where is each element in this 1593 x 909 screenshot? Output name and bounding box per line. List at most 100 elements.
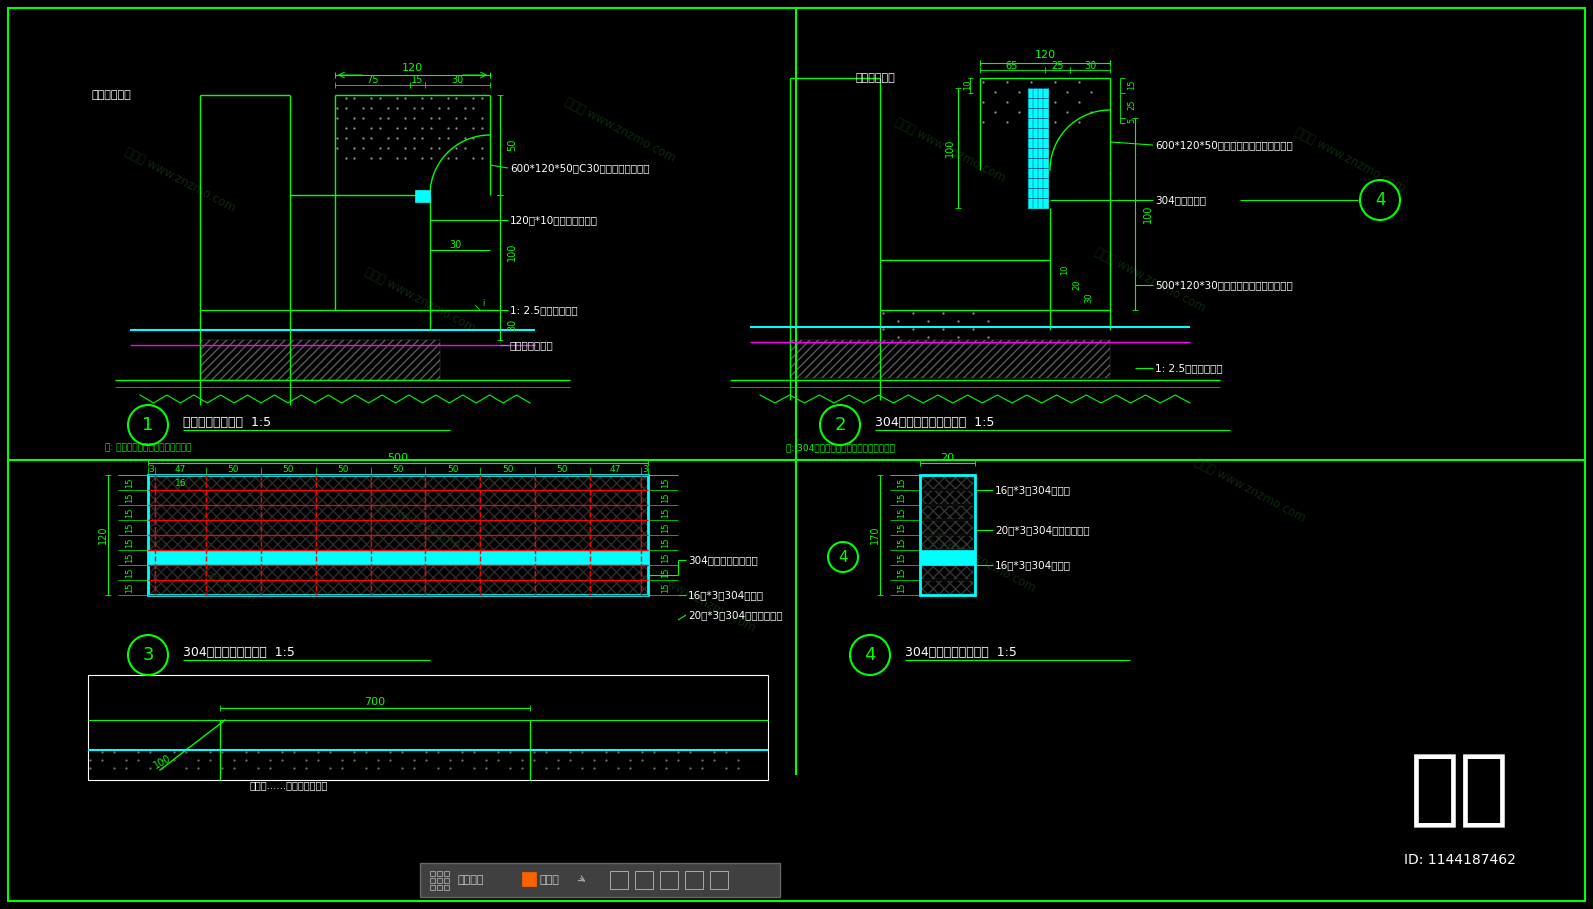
Text: 30: 30 <box>1083 61 1096 71</box>
Bar <box>88 675 768 780</box>
Bar <box>430 885 435 890</box>
Text: 16宽*3厚304不锈钢: 16宽*3厚304不锈钢 <box>996 560 1070 570</box>
Bar <box>922 521 973 534</box>
Text: 10: 10 <box>1061 265 1069 275</box>
Text: 50: 50 <box>338 465 349 474</box>
Bar <box>444 885 449 890</box>
Text: 304不锈钢篦子: 304不锈钢篦子 <box>1155 195 1206 205</box>
Bar <box>642 475 648 595</box>
Text: 15: 15 <box>897 523 906 533</box>
Text: 15: 15 <box>126 507 134 518</box>
Text: 知末网 www.znzmo.com: 知末网 www.znzmo.com <box>562 95 677 165</box>
Bar <box>589 475 642 595</box>
Text: 3: 3 <box>148 465 155 474</box>
Text: 15: 15 <box>661 507 671 518</box>
Text: 接绿化或铺装: 接绿化或铺装 <box>855 73 895 83</box>
Bar <box>921 475 975 595</box>
Bar <box>922 551 973 564</box>
Text: 47: 47 <box>175 465 186 474</box>
Text: 未分类: 未分类 <box>540 875 559 885</box>
Text: 详具标准图做法: 详具标准图做法 <box>510 340 554 350</box>
Text: 15: 15 <box>126 477 134 488</box>
Text: 304不锈钢篦子剖面图  1:5: 304不锈钢篦子剖面图 1:5 <box>905 646 1016 660</box>
Text: 16: 16 <box>175 478 186 487</box>
Bar <box>523 872 535 886</box>
Bar <box>710 871 728 889</box>
Text: 30: 30 <box>449 240 460 250</box>
Bar <box>436 885 441 890</box>
Bar <box>436 871 441 876</box>
Bar <box>922 536 973 549</box>
Text: 10: 10 <box>964 80 972 90</box>
Text: 知末网 www.znzmo.com: 知末网 www.znzmo.com <box>363 265 478 335</box>
Text: 知末网 www.znzmo.com: 知末网 www.znzmo.com <box>1093 245 1207 315</box>
Text: 20宽*3厚304不锈钢，外框: 20宽*3厚304不锈钢，外框 <box>688 610 782 620</box>
Bar <box>922 581 973 594</box>
Text: 知末网 www.znzmo.com: 知末网 www.znzmo.com <box>1292 125 1408 195</box>
Text: 600*120*50厚石料，材质与路缘石一致: 600*120*50厚石料，材质与路缘石一致 <box>1155 140 1294 150</box>
Text: 50: 50 <box>502 465 513 474</box>
Text: 50: 50 <box>392 465 403 474</box>
Text: 30: 30 <box>1085 293 1093 304</box>
Text: 50: 50 <box>282 465 295 474</box>
Text: 500*120*30厚石料，材质与路缘石一致: 500*120*30厚石料，材质与路缘石一致 <box>1155 280 1294 290</box>
Bar <box>922 476 973 489</box>
Bar <box>922 506 973 519</box>
Text: 304不锈钢篦子大样图  1:5: 304不锈钢篦子大样图 1:5 <box>183 646 295 660</box>
Text: 25: 25 <box>1051 61 1063 71</box>
Text: 知末: 知末 <box>1410 750 1510 831</box>
Text: 170: 170 <box>870 525 879 544</box>
Text: 2: 2 <box>835 416 846 434</box>
Bar <box>660 871 679 889</box>
Bar <box>685 871 703 889</box>
Text: 600*120*50厚C30预制混凝土路缘石: 600*120*50厚C30预制混凝土路缘石 <box>510 163 650 173</box>
Text: 120: 120 <box>401 63 422 73</box>
Text: 100: 100 <box>507 243 518 261</box>
Text: 4: 4 <box>865 646 876 664</box>
Text: 30: 30 <box>451 75 464 85</box>
Text: 15: 15 <box>897 537 906 548</box>
Text: 知末网 www.znzmo.com: 知末网 www.znzmo.com <box>1193 455 1308 524</box>
Bar <box>155 475 205 595</box>
Bar <box>148 475 155 595</box>
Text: ID: 1144187462: ID: 1144187462 <box>1403 853 1517 867</box>
Text: 4: 4 <box>1375 191 1386 209</box>
Bar <box>444 878 449 883</box>
Text: 15: 15 <box>126 553 134 563</box>
Bar <box>922 491 973 504</box>
Bar <box>148 475 648 595</box>
Text: 1: 1 <box>142 416 153 434</box>
Text: 15: 15 <box>661 567 671 578</box>
Text: 15: 15 <box>897 567 906 578</box>
Text: 15: 15 <box>661 553 671 563</box>
Text: 15: 15 <box>661 537 671 548</box>
Text: i: i <box>483 299 484 308</box>
Text: 30: 30 <box>507 319 518 331</box>
Text: 1: 2.5水泥砂浆卧砌: 1: 2.5水泥砂浆卧砌 <box>510 305 578 315</box>
Text: 16宽*3厚304不锈钢: 16宽*3厚304不锈钢 <box>996 485 1070 495</box>
Bar <box>315 475 371 595</box>
Text: 304不锈钢篦子固定大样  1:5: 304不锈钢篦子固定大样 1:5 <box>875 416 994 429</box>
Text: 15: 15 <box>411 75 424 85</box>
Bar <box>479 475 535 595</box>
Text: 5: 5 <box>1126 117 1136 123</box>
Text: 15: 15 <box>126 523 134 533</box>
Text: 100: 100 <box>151 753 174 771</box>
Text: 500: 500 <box>387 453 408 463</box>
Bar <box>921 550 975 565</box>
Bar <box>421 863 781 897</box>
Text: 304不锈钢篦子截面图: 304不锈钢篦子截面图 <box>688 555 758 565</box>
Text: 15: 15 <box>897 477 906 488</box>
Text: 20: 20 <box>940 453 954 463</box>
Text: 50: 50 <box>556 465 569 474</box>
Bar <box>436 878 441 883</box>
Text: 15: 15 <box>897 493 906 503</box>
Bar <box>636 871 653 889</box>
Text: 知末网 www.znzmo.com: 知末网 www.znzmo.com <box>892 115 1007 185</box>
Text: 15: 15 <box>1126 80 1136 90</box>
Text: 100: 100 <box>945 139 954 157</box>
Text: 15: 15 <box>897 507 906 518</box>
Bar <box>148 550 648 565</box>
Text: 接绿化或铺装: 接绿化或铺装 <box>92 90 132 100</box>
Text: 1: 2.5水泥砂浆卧砌: 1: 2.5水泥砂浆卧砌 <box>1155 363 1222 373</box>
